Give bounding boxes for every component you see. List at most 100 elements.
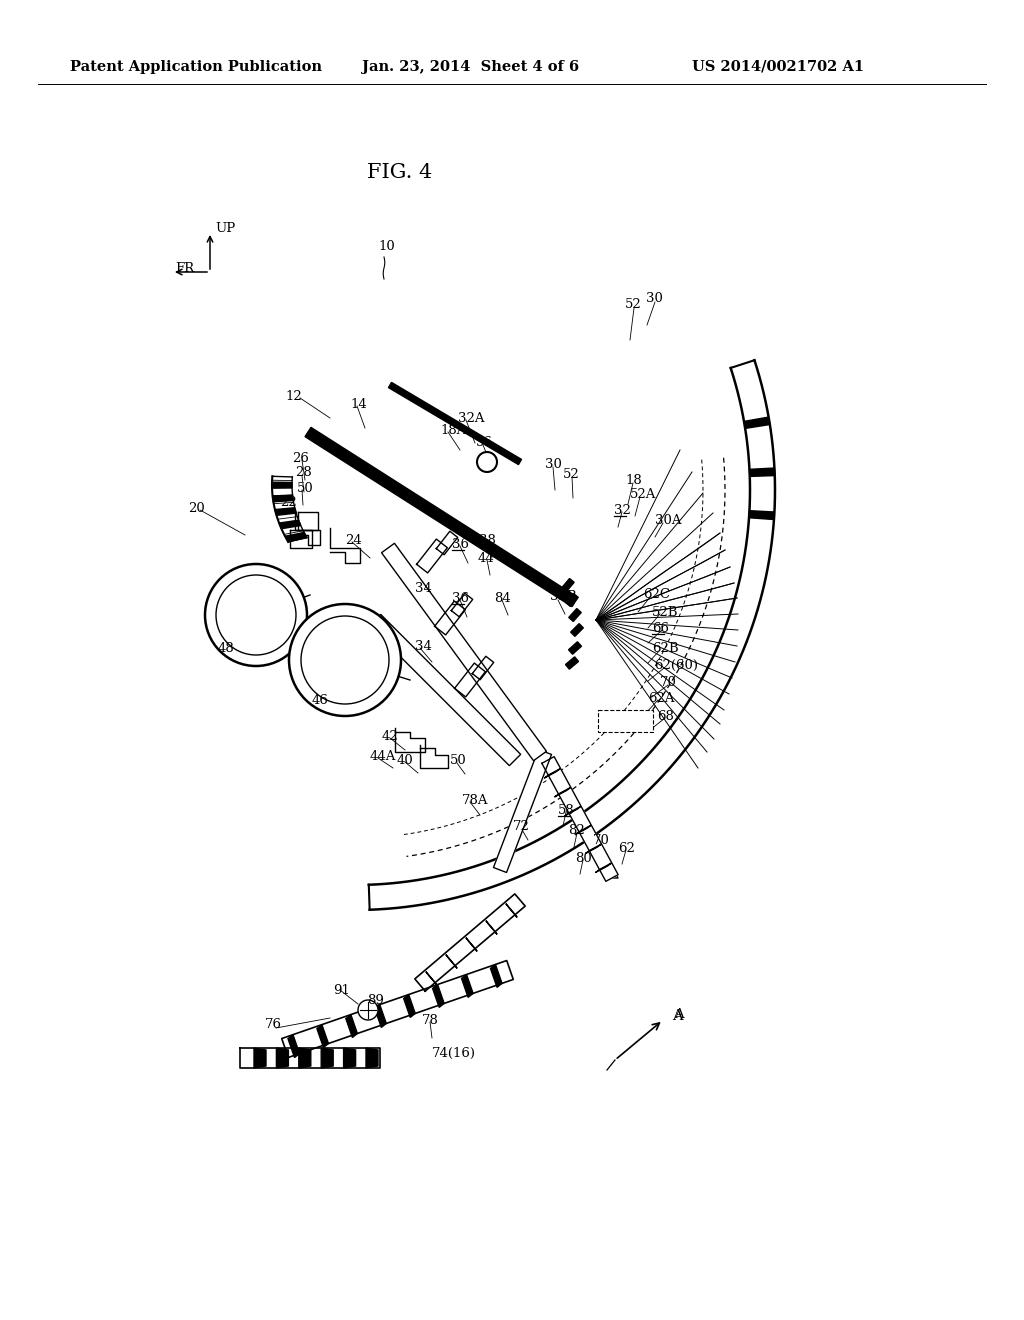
Polygon shape [432,985,444,1007]
Polygon shape [750,469,775,477]
Circle shape [205,564,307,667]
Polygon shape [462,974,473,998]
Text: 30: 30 [646,292,663,305]
Polygon shape [285,532,307,541]
Text: 52: 52 [563,467,580,480]
Text: 62C: 62C [643,587,670,601]
Text: 89: 89 [367,994,384,1006]
Text: 76: 76 [265,1019,282,1031]
Polygon shape [568,609,582,622]
Text: 78A: 78A [462,793,488,807]
Text: 62: 62 [618,842,635,854]
Polygon shape [506,904,517,917]
Text: 22: 22 [280,495,297,508]
Text: 14: 14 [350,399,367,412]
Polygon shape [366,1048,378,1068]
Text: 84: 84 [494,591,511,605]
Polygon shape [280,520,301,529]
Polygon shape [426,972,437,985]
Circle shape [289,605,401,715]
Polygon shape [570,623,584,636]
Polygon shape [299,1048,311,1068]
Polygon shape [272,482,292,488]
Text: 66: 66 [652,622,669,635]
Text: 91: 91 [333,983,350,997]
Polygon shape [375,1005,386,1027]
Polygon shape [564,807,581,816]
Text: 56: 56 [476,437,493,450]
Polygon shape [403,994,416,1018]
Polygon shape [240,1048,380,1068]
Text: 70: 70 [660,676,677,689]
Text: 36: 36 [452,537,469,550]
Text: 12: 12 [285,391,302,404]
Text: 72: 72 [513,820,529,833]
Text: 42: 42 [382,730,398,742]
Text: 62B: 62B [652,642,679,655]
Text: 24: 24 [345,533,361,546]
Text: 30: 30 [545,458,562,471]
Polygon shape [282,961,513,1057]
Polygon shape [445,954,457,969]
Text: 10: 10 [378,240,394,253]
Polygon shape [749,511,774,520]
Polygon shape [276,1048,289,1068]
Polygon shape [272,477,307,541]
Circle shape [477,451,497,473]
Polygon shape [562,578,574,591]
Polygon shape [595,863,611,873]
Polygon shape [288,1035,300,1057]
Text: 18A: 18A [440,425,466,437]
Text: 52B: 52B [652,606,679,619]
Polygon shape [272,495,293,502]
Circle shape [358,1001,378,1020]
Polygon shape [543,758,617,880]
Polygon shape [565,657,579,669]
Polygon shape [542,756,618,882]
Text: 40: 40 [397,754,414,767]
Text: 78: 78 [422,1014,439,1027]
Polygon shape [344,1048,355,1068]
Polygon shape [490,965,502,987]
Text: 18: 18 [625,474,642,487]
Polygon shape [466,937,477,952]
Text: 50: 50 [297,482,313,495]
Polygon shape [388,383,521,465]
Circle shape [216,576,296,655]
Polygon shape [568,642,582,655]
Polygon shape [415,894,525,991]
Text: Patent Application Publication: Patent Application Publication [70,59,322,74]
Text: 44A: 44A [370,750,396,763]
Text: 26: 26 [292,451,309,465]
Text: 36: 36 [452,591,469,605]
Polygon shape [322,1048,333,1068]
Polygon shape [382,544,547,760]
Text: UP: UP [215,222,236,235]
Text: 34: 34 [415,582,432,595]
Text: FR: FR [175,261,195,275]
Polygon shape [494,750,552,873]
Polygon shape [585,843,601,854]
Polygon shape [305,428,578,607]
Text: A: A [672,1008,683,1023]
Text: 34: 34 [415,639,432,652]
Text: 38: 38 [479,533,496,546]
Text: 74(16): 74(16) [432,1047,476,1060]
Text: 52: 52 [625,298,642,312]
Text: A: A [674,1007,684,1020]
Circle shape [301,616,389,704]
Text: 44: 44 [478,552,495,565]
Text: 20: 20 [188,502,205,515]
Text: 48: 48 [218,642,234,655]
Polygon shape [574,825,591,834]
Text: 62A: 62A [648,692,675,705]
Text: FIG. 4: FIG. 4 [368,162,432,181]
Text: US 2014/0021702 A1: US 2014/0021702 A1 [692,59,864,74]
Polygon shape [316,1024,329,1048]
Text: 82: 82 [568,824,585,837]
Polygon shape [254,1048,266,1068]
Text: Jan. 23, 2014  Sheet 4 of 6: Jan. 23, 2014 Sheet 4 of 6 [362,59,580,74]
Text: 46: 46 [312,693,329,706]
Polygon shape [370,614,520,766]
Text: 62(60): 62(60) [654,659,698,672]
